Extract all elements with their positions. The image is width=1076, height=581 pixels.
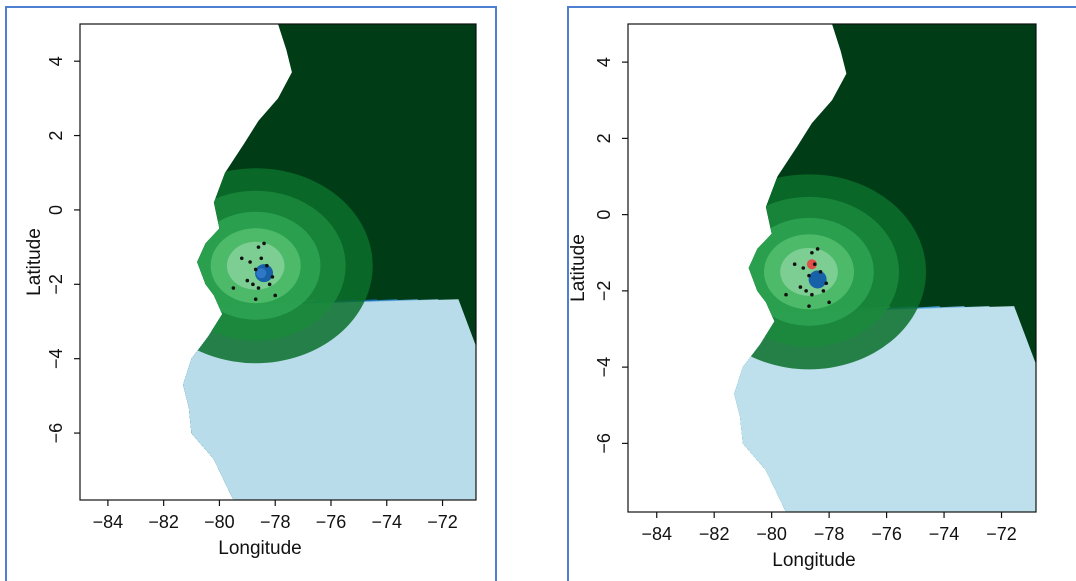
sample-point xyxy=(231,286,236,290)
x-tick-label: −78 xyxy=(260,512,291,532)
x-tick-label: −74 xyxy=(371,512,402,532)
x-tick-label: −76 xyxy=(871,524,902,544)
sample-point xyxy=(239,256,244,261)
sample-point xyxy=(253,297,258,301)
x-tick-label: −72 xyxy=(427,512,458,532)
sample-point xyxy=(256,245,261,249)
sample-point xyxy=(251,282,255,287)
y-tick-label: 2 xyxy=(46,131,66,141)
y-tick-label: 0 xyxy=(594,210,614,220)
sample-point xyxy=(259,256,264,261)
y-axis-title: Latitude xyxy=(568,234,589,302)
map-panel-right: −84 −82 −80 −78 −76 −74 −72 4 2 0 −2 −4 −6 Longitude L… xyxy=(568,23,1037,571)
y-tick-label: 4 xyxy=(594,57,614,67)
y-tick-label: 0 xyxy=(46,205,66,215)
x-tick-label: −72 xyxy=(986,524,1017,544)
hotspot-blue xyxy=(808,270,827,289)
land-surface-right xyxy=(734,24,1036,512)
sample-point xyxy=(792,262,797,266)
x-axis-title: Longitude xyxy=(218,538,301,559)
x-tick-label: −84 xyxy=(93,512,124,532)
sample-point xyxy=(815,247,820,251)
sample-point xyxy=(824,281,829,286)
x-tick-label: −84 xyxy=(641,524,672,544)
sample-point xyxy=(804,289,808,293)
land-surface-left xyxy=(183,24,476,500)
x-tick-label: −80 xyxy=(204,512,235,532)
y-tick-label: −6 xyxy=(46,423,66,444)
y-axis-title: Latitude xyxy=(24,228,45,296)
hotspot-center xyxy=(256,268,267,279)
sample-point xyxy=(827,300,831,305)
sample-point xyxy=(798,285,803,289)
sample-point xyxy=(810,250,814,255)
contour-ring xyxy=(780,247,838,296)
contour-ring xyxy=(226,241,285,290)
x-axis-title: Longitude xyxy=(772,550,855,571)
y-tick-label: −6 xyxy=(594,433,614,454)
sample-point xyxy=(810,292,814,297)
hotspot-center xyxy=(806,259,817,270)
x-tick-label: −80 xyxy=(756,524,787,544)
y-tick-label: −2 xyxy=(46,274,66,295)
sample-point xyxy=(248,260,252,264)
sample-point xyxy=(253,267,258,272)
sample-point xyxy=(265,263,269,268)
sample-point xyxy=(256,286,261,290)
x-tick-label: −76 xyxy=(316,512,347,532)
sample-point xyxy=(267,282,272,287)
sample-point xyxy=(821,289,826,293)
sample-point xyxy=(801,266,806,270)
x-tick-label: −82 xyxy=(148,512,179,532)
sample-point xyxy=(818,270,823,274)
y-tick-label: 2 xyxy=(594,133,614,143)
y-tick-label: 4 xyxy=(46,56,66,66)
sample-point xyxy=(807,273,811,278)
x-tick-label: −74 xyxy=(929,524,960,544)
plot-frame xyxy=(627,23,1037,513)
sample-point xyxy=(270,275,275,279)
sample-point xyxy=(812,262,817,266)
x-tick-label: −82 xyxy=(699,524,730,544)
sample-point xyxy=(784,292,788,297)
y-tick-label: −4 xyxy=(594,357,614,378)
sample-point xyxy=(262,241,266,246)
y-tick-label: −4 xyxy=(46,348,66,369)
sample-point xyxy=(807,304,811,308)
map-panel-left: −84 −82 −80 −78 −76 −74 −72 4 2 0 −2 −4 −6 Longitude L… xyxy=(24,23,477,559)
y-tick-label: −2 xyxy=(594,281,614,302)
x-tick-label: −78 xyxy=(814,524,845,544)
plot-frame xyxy=(79,23,477,501)
sample-point xyxy=(245,278,250,283)
sample-point xyxy=(273,293,278,298)
